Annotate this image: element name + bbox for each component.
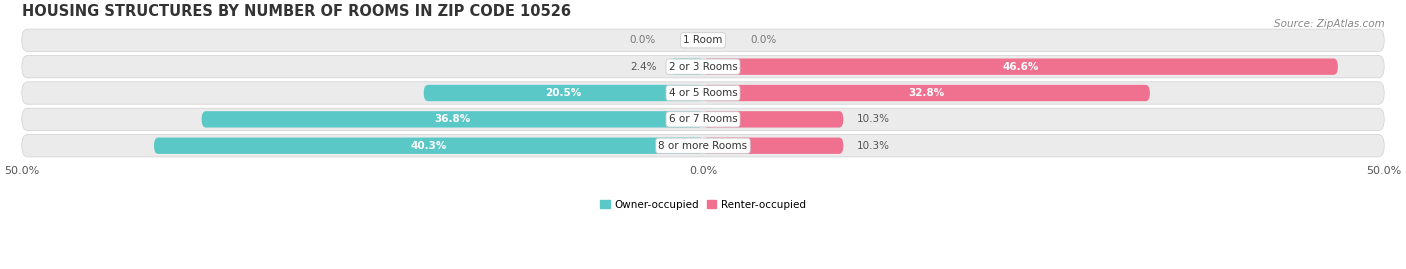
FancyBboxPatch shape: [153, 137, 703, 154]
Text: 10.3%: 10.3%: [856, 141, 890, 151]
Text: 8 or more Rooms: 8 or more Rooms: [658, 141, 748, 151]
Text: 0.0%: 0.0%: [628, 35, 655, 45]
Text: 4 or 5 Rooms: 4 or 5 Rooms: [669, 88, 737, 98]
FancyBboxPatch shape: [423, 85, 703, 101]
Text: 10.3%: 10.3%: [856, 114, 890, 124]
FancyBboxPatch shape: [21, 29, 1385, 51]
Text: HOUSING STRUCTURES BY NUMBER OF ROOMS IN ZIP CODE 10526: HOUSING STRUCTURES BY NUMBER OF ROOMS IN…: [21, 4, 571, 19]
Text: 40.3%: 40.3%: [411, 141, 447, 151]
Text: 36.8%: 36.8%: [434, 114, 471, 124]
FancyBboxPatch shape: [671, 58, 703, 75]
FancyBboxPatch shape: [703, 58, 1339, 75]
Text: 1 Room: 1 Room: [683, 35, 723, 45]
Text: 46.6%: 46.6%: [1002, 62, 1039, 72]
FancyBboxPatch shape: [21, 134, 1385, 157]
FancyBboxPatch shape: [703, 85, 1150, 101]
FancyBboxPatch shape: [201, 111, 703, 128]
Legend: Owner-occupied, Renter-occupied: Owner-occupied, Renter-occupied: [596, 196, 810, 214]
Text: 6 or 7 Rooms: 6 or 7 Rooms: [669, 114, 737, 124]
Text: 0.0%: 0.0%: [751, 35, 778, 45]
Text: 2.4%: 2.4%: [630, 62, 657, 72]
Text: 2 or 3 Rooms: 2 or 3 Rooms: [669, 62, 737, 72]
FancyBboxPatch shape: [21, 82, 1385, 104]
Text: 32.8%: 32.8%: [908, 88, 945, 98]
Text: Source: ZipAtlas.com: Source: ZipAtlas.com: [1274, 19, 1385, 29]
FancyBboxPatch shape: [703, 111, 844, 128]
FancyBboxPatch shape: [21, 108, 1385, 130]
Text: 20.5%: 20.5%: [546, 88, 582, 98]
FancyBboxPatch shape: [21, 55, 1385, 78]
FancyBboxPatch shape: [703, 137, 844, 154]
